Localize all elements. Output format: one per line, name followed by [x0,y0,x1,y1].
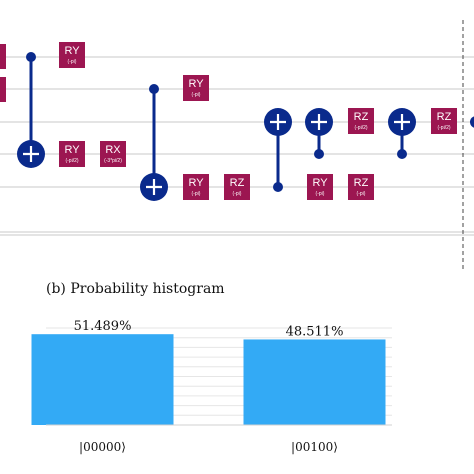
plus-icon [146,179,162,195]
svg-text:(-pi): (-pi) [192,92,201,98]
plus-icon [23,146,39,162]
cnot-gate [17,52,45,168]
plus-icon [394,114,410,130]
bar-value-label: 48.511% [286,324,344,339]
gate-ry: RY (-pi) [307,174,333,200]
histogram-title: (b) Probability histogram [46,281,225,297]
gate-ry: RY (-pi) [183,75,209,101]
svg-text:(-pi): (-pi) [316,191,325,197]
svg-text:(-pi): (-pi) [357,191,366,197]
cnot-gate [140,84,168,201]
cnot-gate [388,108,416,159]
svg-text:(-pi/2): (-pi/2) [437,125,450,131]
svg-text:(-pi): (-pi) [233,191,242,197]
control-dot [397,149,407,159]
svg-text:RY: RY [64,45,80,57]
gate-ry: RY (-pi) [183,174,209,200]
svg-text:RY: RY [64,144,80,156]
histogram-bar [243,339,386,425]
svg-text:RY: RY [312,177,328,189]
partial-gate [0,77,6,102]
svg-text:RZ: RZ [437,111,452,123]
svg-text:RZ: RZ [354,111,369,123]
svg-text:(-3*pi/2): (-3*pi/2) [104,158,122,164]
gate-rz: RZ (-pi/2) [431,108,457,134]
svg-text:(-pi/2): (-pi/2) [65,158,78,164]
svg-text:(-pi): (-pi) [68,59,77,65]
control-dot [470,116,474,128]
histogram-bar [31,334,174,425]
gate-ry: RY (-pi) [59,42,85,68]
gate-ry: RY (-pi/2) [59,141,85,167]
x-tick-label: |00000⟩ [79,440,126,454]
cnot-gate [264,108,292,192]
control-dot [314,149,324,159]
gate-rz: RZ (-pi/2) [348,108,374,134]
bar-value-label: 51.489% [74,319,132,334]
quantum-circuit: RY (-pi) RY (-pi/2) RX (-3*pi/2) RY (-pi… [0,20,474,272]
svg-text:RZ: RZ [230,177,245,189]
svg-text:RZ: RZ [354,177,369,189]
gate-rx: RX (-3*pi/2) [100,141,126,167]
svg-text:(-pi): (-pi) [192,191,201,197]
plus-icon [311,114,327,130]
plus-icon [270,114,286,130]
control-dot [149,84,159,94]
partial-gate [0,44,6,69]
svg-text:RY: RY [188,78,204,90]
control-dot [273,182,283,192]
control-dot [26,52,36,62]
gate-rz: RZ (-pi) [224,174,250,200]
svg-text:(-pi/2): (-pi/2) [354,125,367,131]
x-tick-label: |00100⟩ [291,440,338,454]
cnot-gate [305,108,333,159]
svg-text:RX: RX [105,144,121,156]
gate-rz: RZ (-pi) [348,174,374,200]
probability-histogram: 51.489% |00000⟩ 48.511% |00100⟩ [31,319,392,454]
svg-text:RY: RY [188,177,204,189]
